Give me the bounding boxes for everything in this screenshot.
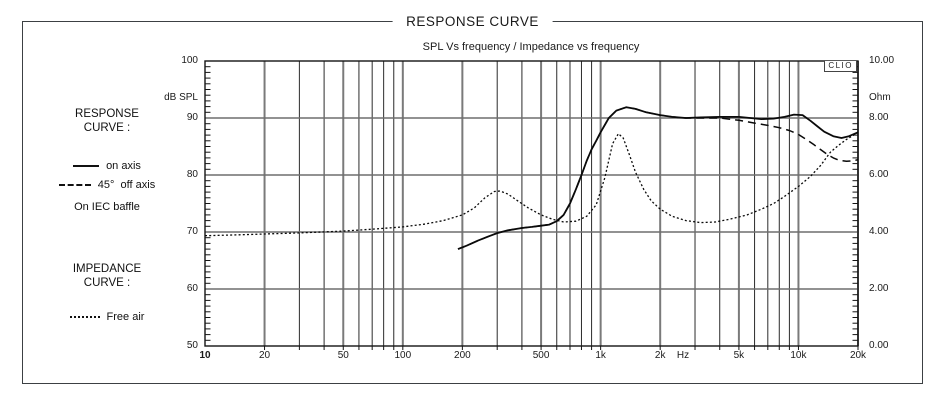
off-axis-label: 45° off axis bbox=[97, 179, 156, 191]
solid-line-sample bbox=[73, 165, 100, 167]
x-tick-label: 10 bbox=[199, 350, 211, 361]
off-axis-curve bbox=[457, 106, 859, 250]
x-tick-label: 200 bbox=[454, 350, 471, 361]
x-tick-label: 10k bbox=[790, 350, 807, 361]
y-left-tick-label: 90 bbox=[186, 112, 198, 123]
figure-frame: RESPONSE CURVE bbox=[22, 13, 923, 384]
plot-border bbox=[204, 60, 859, 347]
plot-area: CLIO bbox=[204, 60, 859, 350]
x-tick-label: 1k bbox=[595, 350, 606, 361]
y-right-tick-label: 8.00 bbox=[869, 112, 889, 123]
response-legend-title: RESPONSE CURVE : bbox=[75, 108, 139, 134]
x-tick-label: 100 bbox=[394, 350, 412, 361]
free-air-label: Free air bbox=[106, 311, 145, 323]
figure-title: RESPONSE CURVE bbox=[392, 13, 553, 29]
on-axis-label: on axis bbox=[106, 160, 141, 172]
x-tick-label: 50 bbox=[337, 350, 349, 361]
y-right-tick-label: 4.00 bbox=[869, 226, 889, 237]
baffle-note: On IEC baffle bbox=[74, 201, 140, 213]
y-left-tick-label: 70 bbox=[186, 226, 198, 237]
x-tick-label: Hz bbox=[676, 350, 690, 361]
impedance-curve bbox=[204, 131, 859, 237]
dotted-line-sample bbox=[69, 316, 100, 318]
y-left-tick-label: 50 bbox=[186, 340, 198, 351]
chart-title: SPL Vs frequency / Impedance vs frequenc… bbox=[422, 41, 640, 53]
legend-item-on-axis: on axis bbox=[28, 160, 186, 172]
y-left-tick-label: 80 bbox=[186, 169, 198, 180]
x-tick-label: 500 bbox=[532, 350, 550, 361]
legend-item-off-axis: 45° off axis bbox=[28, 179, 186, 191]
plot-svg bbox=[204, 60, 859, 350]
y-left-tick-label: 60 bbox=[186, 283, 198, 294]
dashed-line-sample bbox=[58, 184, 91, 186]
x-tick-label: 20 bbox=[258, 350, 271, 361]
y-left-tick-label: 100 bbox=[181, 55, 198, 66]
x-tick-label: 5k bbox=[733, 350, 745, 361]
impedance-legend-title: IMPEDANCE CURVE : bbox=[72, 263, 142, 289]
legend-item-free-air: Free air bbox=[28, 311, 186, 323]
left-axis-unit: dB SPL bbox=[164, 92, 198, 103]
y-right-tick-label: 10.00 bbox=[869, 55, 895, 66]
right-axis-unit: Ohm bbox=[869, 92, 891, 103]
y-right-tick-label: 6.00 bbox=[869, 169, 889, 180]
y-right-tick-label: 0.00 bbox=[869, 340, 889, 351]
x-tick-label: 20k bbox=[849, 350, 867, 361]
y-right-tick-label: 2.00 bbox=[869, 283, 889, 294]
x-tick-label: 2k bbox=[654, 350, 666, 361]
clio-watermark: CLIO bbox=[824, 61, 857, 72]
